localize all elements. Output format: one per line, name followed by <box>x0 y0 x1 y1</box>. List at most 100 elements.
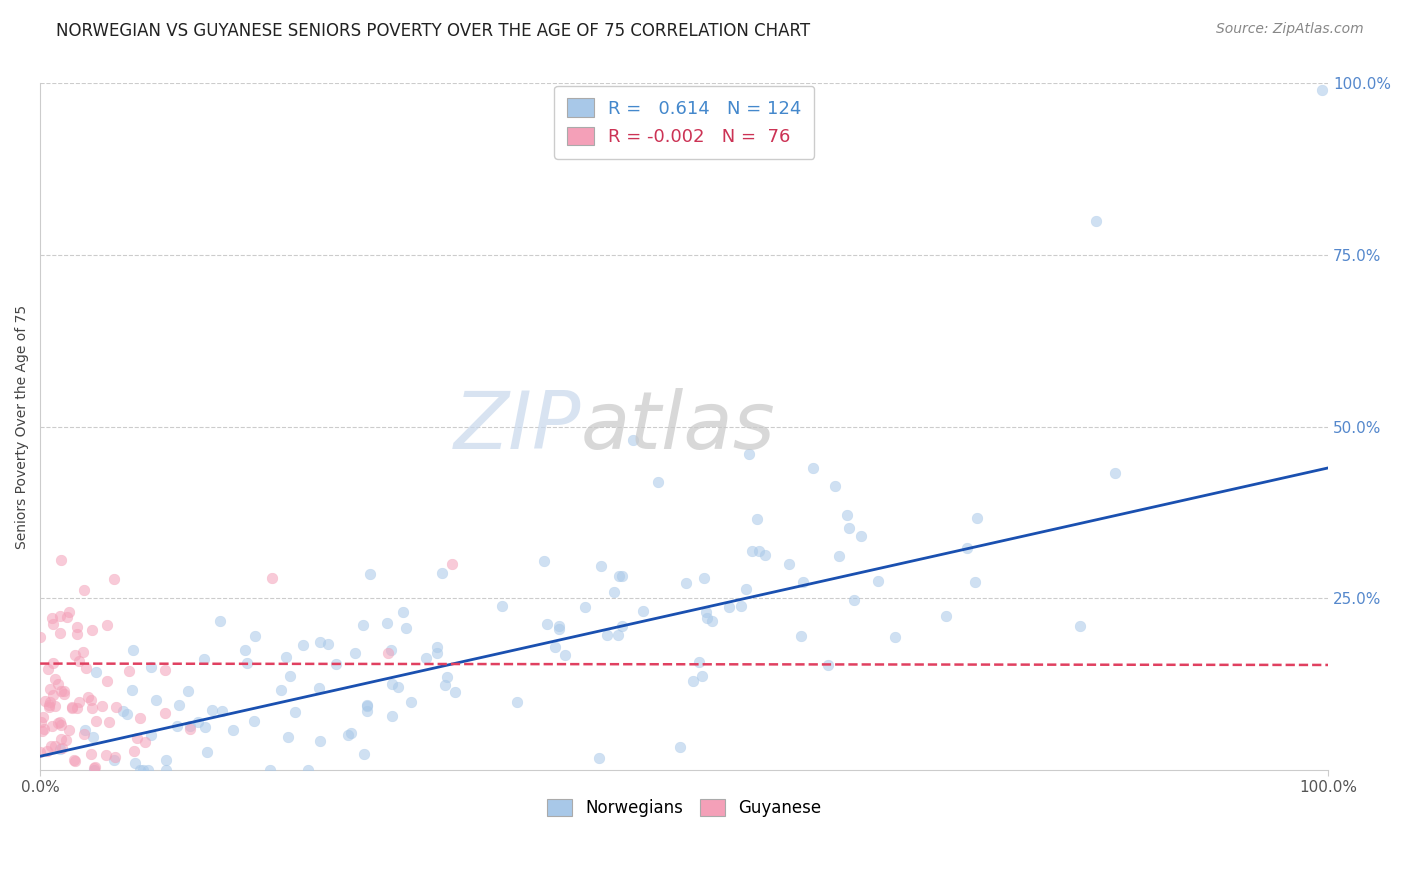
Point <box>1069 618 1091 632</box>
Point <box>111 704 134 718</box>
Point <box>436 670 458 684</box>
Point <box>51 552 73 566</box>
Point <box>84 759 107 773</box>
Point <box>318 637 340 651</box>
Point <box>37 744 59 758</box>
Point <box>688 655 710 669</box>
Point <box>606 628 628 642</box>
Point <box>117 707 139 722</box>
Point <box>222 723 245 737</box>
Point <box>166 719 188 733</box>
Point <box>98 715 121 730</box>
Point <box>55 610 77 624</box>
Point <box>80 701 103 715</box>
Point <box>80 623 103 637</box>
Point <box>884 630 907 644</box>
Point <box>67 654 90 668</box>
Point <box>194 721 217 735</box>
Point <box>792 574 814 589</box>
Point <box>610 619 633 633</box>
Point <box>554 648 576 662</box>
Point <box>536 617 558 632</box>
Point <box>79 747 101 762</box>
Point <box>42 688 65 702</box>
Point <box>132 763 155 777</box>
Point <box>603 584 626 599</box>
Point <box>278 668 301 682</box>
Point <box>83 763 105 777</box>
Point <box>42 657 65 671</box>
Point <box>963 574 986 589</box>
Point <box>1310 83 1333 97</box>
Point <box>432 566 454 581</box>
Point <box>37 662 59 676</box>
Point <box>32 710 55 724</box>
Point <box>387 681 409 695</box>
Point <box>647 475 669 489</box>
Point <box>443 685 465 699</box>
Point <box>596 628 619 642</box>
Point <box>153 663 176 677</box>
Point <box>121 683 143 698</box>
Point <box>38 699 60 714</box>
Point <box>441 557 464 571</box>
Point <box>866 574 889 588</box>
Point <box>533 554 555 568</box>
Point <box>48 608 70 623</box>
Point <box>235 643 257 657</box>
Point <box>849 529 872 543</box>
Point <box>588 750 610 764</box>
Point <box>38 695 60 709</box>
Point <box>30 714 52 729</box>
Point <box>80 693 103 707</box>
Point <box>696 611 718 625</box>
Point <box>377 646 399 660</box>
Point <box>94 747 117 762</box>
Point <box>44 698 66 713</box>
Point <box>58 605 80 619</box>
Point <box>38 698 60 713</box>
Point <box>747 512 769 526</box>
Point <box>41 719 63 733</box>
Point <box>274 649 297 664</box>
Point <box>82 730 104 744</box>
Point <box>46 716 69 731</box>
Point <box>209 614 232 628</box>
Point <box>193 652 215 666</box>
Point <box>66 626 89 640</box>
Point <box>245 629 267 643</box>
Point <box>309 635 332 649</box>
Point <box>44 739 66 753</box>
Point <box>433 678 456 692</box>
Text: NORWEGIAN VS GUYANESE SENIORS POVERTY OVER THE AGE OF 75 CORRELATION CHART: NORWEGIAN VS GUYANESE SENIORS POVERTY OV… <box>56 22 810 40</box>
Point <box>30 745 52 759</box>
Legend: Norwegians, Guyanese: Norwegians, Guyanese <box>540 792 828 823</box>
Point <box>105 700 128 714</box>
Point <box>201 704 224 718</box>
Point <box>621 434 644 448</box>
Point <box>31 723 53 738</box>
Point <box>325 657 347 671</box>
Y-axis label: Seniors Poverty Over the Age of 75: Seniors Poverty Over the Age of 75 <box>15 305 30 549</box>
Point <box>682 673 704 688</box>
Point <box>415 651 437 665</box>
Point <box>381 677 404 691</box>
Point <box>34 694 56 708</box>
Point <box>381 708 404 723</box>
Point <box>824 478 846 492</box>
Point <box>134 735 156 749</box>
Point <box>155 763 177 777</box>
Point <box>73 727 96 741</box>
Point <box>129 711 152 725</box>
Point <box>737 447 759 461</box>
Point <box>125 731 148 745</box>
Point <box>277 730 299 744</box>
Point <box>177 683 200 698</box>
Point <box>935 609 957 624</box>
Point <box>49 626 72 640</box>
Point <box>51 740 73 755</box>
Point <box>574 599 596 614</box>
Point <box>695 605 717 619</box>
Point <box>155 706 177 721</box>
Point <box>73 582 96 597</box>
